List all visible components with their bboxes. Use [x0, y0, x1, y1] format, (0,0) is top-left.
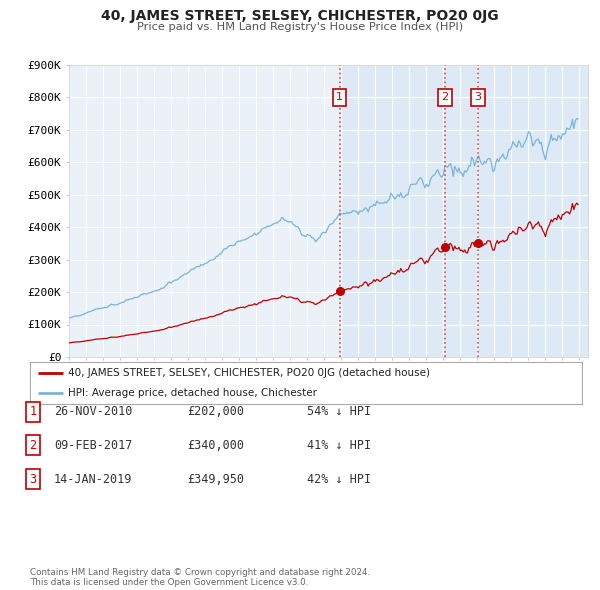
Text: 3: 3	[475, 93, 482, 102]
Text: HPI: Average price, detached house, Chichester: HPI: Average price, detached house, Chic…	[68, 388, 317, 398]
Text: 2: 2	[29, 439, 37, 452]
Text: 40, JAMES STREET, SELSEY, CHICHESTER, PO20 0JG (detached house): 40, JAMES STREET, SELSEY, CHICHESTER, PO…	[68, 368, 430, 378]
Text: £202,000: £202,000	[187, 405, 245, 418]
Text: 14-JAN-2019: 14-JAN-2019	[54, 473, 132, 486]
Text: 09-FEB-2017: 09-FEB-2017	[54, 439, 132, 452]
Text: 1: 1	[29, 405, 37, 418]
Text: 41% ↓ HPI: 41% ↓ HPI	[307, 439, 371, 452]
Text: 42% ↓ HPI: 42% ↓ HPI	[307, 473, 371, 486]
Text: 3: 3	[29, 473, 37, 486]
Bar	[340, 65, 588, 357]
Text: 54% ↓ HPI: 54% ↓ HPI	[307, 405, 371, 418]
Text: 2: 2	[442, 93, 449, 102]
Text: £340,000: £340,000	[187, 439, 245, 452]
Text: 26-NOV-2010: 26-NOV-2010	[54, 405, 132, 418]
Text: 40, JAMES STREET, SELSEY, CHICHESTER, PO20 0JG: 40, JAMES STREET, SELSEY, CHICHESTER, PO…	[101, 9, 499, 23]
Text: Price paid vs. HM Land Registry's House Price Index (HPI): Price paid vs. HM Land Registry's House …	[137, 22, 463, 32]
Text: 1: 1	[336, 93, 343, 102]
Text: Contains HM Land Registry data © Crown copyright and database right 2024.
This d: Contains HM Land Registry data © Crown c…	[30, 568, 370, 587]
Text: £349,950: £349,950	[187, 473, 245, 486]
